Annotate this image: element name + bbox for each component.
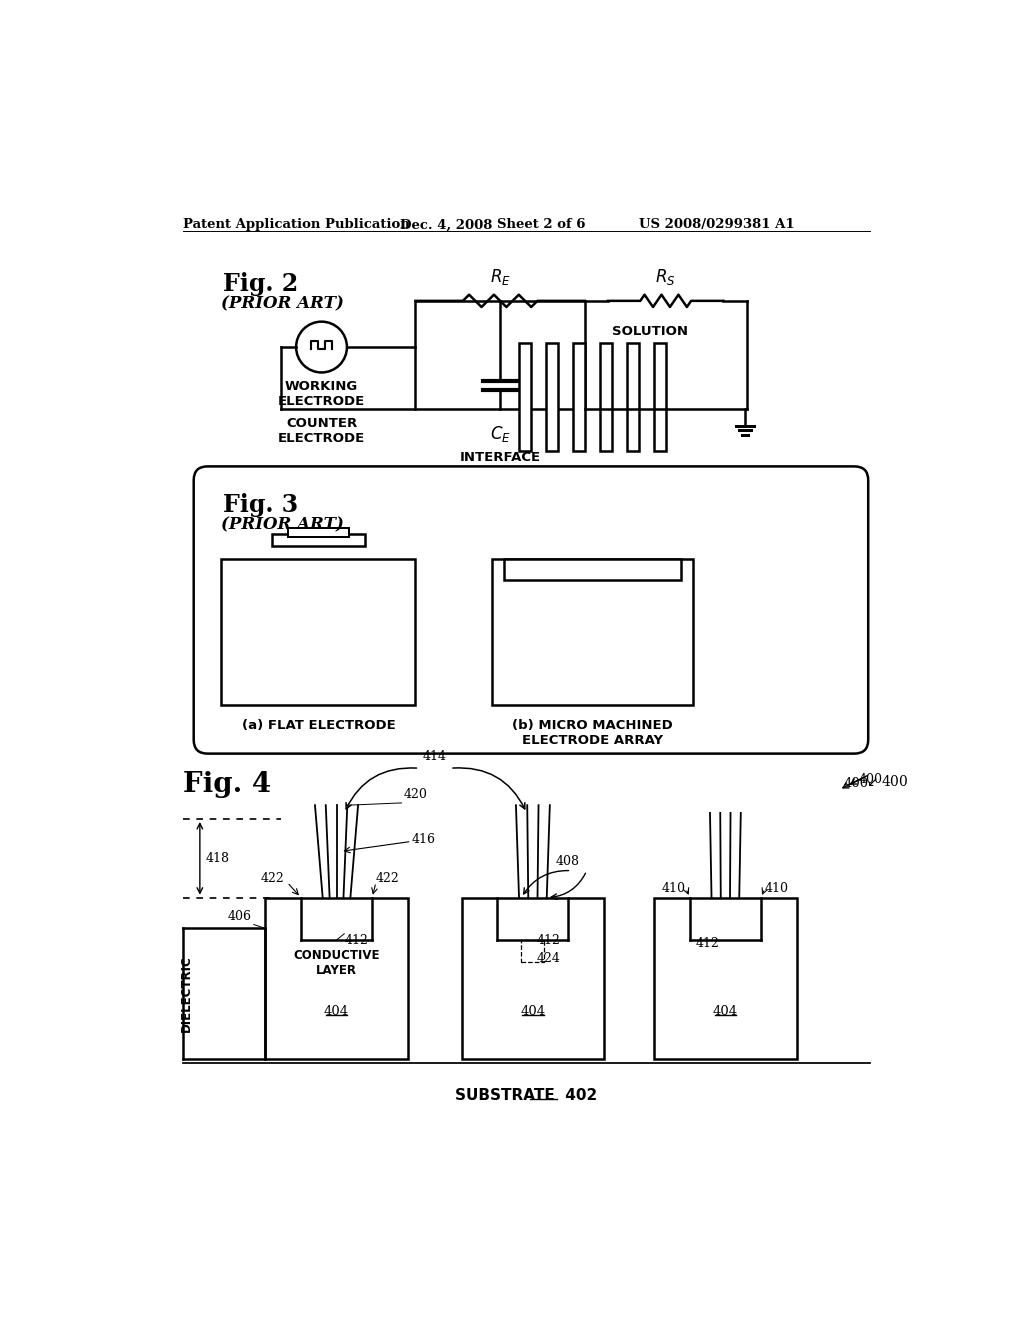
Text: 412: 412: [695, 937, 719, 950]
Bar: [221, 558, 416, 705]
Text: WORKING
ELECTRODE: WORKING ELECTRODE: [278, 380, 366, 408]
Text: 422: 422: [376, 871, 399, 884]
Text: US 2008/0299381 A1: US 2008/0299381 A1: [639, 218, 795, 231]
Text: DIELECTRIC: DIELECTRIC: [180, 956, 194, 1032]
Bar: [288, 528, 349, 537]
Text: 412: 412: [537, 933, 560, 946]
Text: Fig. 2: Fig. 2: [223, 272, 298, 297]
Text: 424: 424: [537, 952, 560, 965]
Bar: [493, 558, 692, 705]
Text: 404: 404: [324, 1006, 349, 1019]
Bar: [504, 558, 681, 581]
Bar: [572, 343, 585, 451]
Text: (PRIOR ART): (PRIOR ART): [221, 296, 344, 313]
Text: $C_E$: $C_E$: [489, 424, 511, 444]
Text: (b) MICRO MACHINED
ELECTRODE ARRAY: (b) MICRO MACHINED ELECTRODE ARRAY: [512, 719, 673, 747]
Text: COUNTER
ELECTRODE: COUNTER ELECTRODE: [278, 417, 366, 445]
Text: 404: 404: [713, 1006, 738, 1019]
Text: $\swarrow$400: $\swarrow$400: [863, 775, 908, 789]
Text: 418: 418: [206, 851, 230, 865]
Bar: [627, 343, 639, 451]
Text: 422: 422: [260, 871, 284, 884]
Bar: [462, 898, 604, 1059]
Text: Patent Application Publication: Patent Application Publication: [183, 218, 410, 231]
Bar: [546, 343, 558, 451]
Text: 420: 420: [403, 788, 428, 801]
Text: 410: 410: [662, 882, 686, 895]
Text: Sheet 2 of 6: Sheet 2 of 6: [497, 218, 586, 231]
Bar: [519, 343, 531, 451]
Text: 410: 410: [765, 882, 788, 895]
Bar: [521, 940, 545, 961]
Text: $R_S$: $R_S$: [655, 267, 676, 286]
Bar: [272, 535, 365, 546]
Text: SUBSTRATE  402: SUBSTRATE 402: [456, 1088, 597, 1102]
Text: (a) FLAT ELECTRODE: (a) FLAT ELECTRODE: [242, 719, 395, 733]
Bar: [600, 343, 612, 451]
Text: 408: 408: [556, 855, 580, 869]
Text: 416: 416: [412, 833, 435, 846]
Text: 412: 412: [344, 933, 368, 946]
Text: Fig. 4: Fig. 4: [183, 771, 271, 797]
Bar: [265, 898, 408, 1059]
Text: 400: 400: [858, 774, 883, 785]
Text: 414: 414: [423, 750, 446, 763]
Text: Dec. 4, 2008: Dec. 4, 2008: [400, 218, 493, 231]
Bar: [416, 301, 585, 409]
Text: Fig. 3: Fig. 3: [223, 494, 298, 517]
Text: 400: 400: [843, 776, 868, 789]
Bar: [654, 898, 797, 1059]
Text: CONDUCTIVE
LAYER: CONDUCTIVE LAYER: [293, 949, 380, 977]
Text: SOLUTION: SOLUTION: [611, 326, 688, 338]
Text: 406: 406: [227, 911, 252, 924]
Text: 404: 404: [520, 1006, 546, 1019]
Bar: [654, 343, 667, 451]
Text: INTERFACE: INTERFACE: [460, 451, 541, 465]
Text: $R_E$: $R_E$: [489, 267, 511, 286]
Text: (PRIOR ART): (PRIOR ART): [221, 516, 344, 533]
